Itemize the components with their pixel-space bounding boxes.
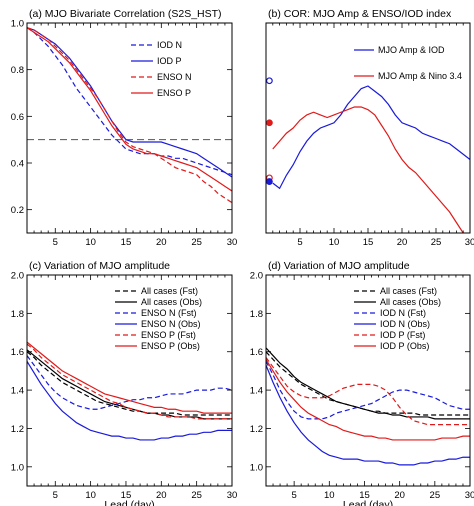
series-line-iod-n-obs [266, 364, 470, 466]
legend-label: ENSO P (Fst) [141, 330, 196, 340]
legend-label: IOD N [157, 40, 182, 50]
y-tick-label: 1.8 [250, 309, 263, 320]
x-tick-label: 30 [227, 490, 238, 501]
legend-label: ENSO N (Obs) [141, 319, 201, 329]
legend-label: All cases (Obs) [141, 297, 202, 307]
marker-point [266, 178, 273, 185]
legend-label: IOD N (Fst) [380, 308, 426, 318]
x-tick-label: 5 [53, 490, 58, 501]
x-tick-label: 5 [291, 490, 296, 501]
x-tick-label: 5 [297, 237, 302, 248]
series-line-enso-p-fst [27, 343, 232, 420]
legend-label: ENSO N [157, 72, 192, 82]
x-tick-label: 30 [227, 237, 238, 248]
marker-point [266, 119, 273, 127]
x-tick-label: 20 [156, 237, 167, 248]
x-tick-label: 10 [324, 490, 335, 501]
y-tick-label: 1.4 [11, 386, 24, 397]
x-tick-label: 15 [121, 490, 132, 501]
legend-label: IOD P (Fst) [380, 330, 425, 340]
series-line-all-cases-fst [27, 351, 232, 416]
legend-label: IOD N (Obs) [380, 319, 430, 329]
x-tick-label: 10 [329, 237, 340, 248]
series-line-iod-n [27, 27, 232, 176]
panel-a: (a) MJO Bivariate Correlation (S2S_HST) 5… [11, 8, 238, 248]
y-tick-label: 1.6 [250, 347, 263, 358]
x-tick-label: 25 [430, 490, 441, 501]
legend-label: All cases (Fst) [141, 286, 198, 296]
x-axis-label: Lead (day) [343, 499, 393, 506]
plot-frame [265, 274, 471, 487]
x-axis-label: Lead (day) [104, 499, 154, 506]
legend: All cases (Fst)All cases (Obs)ENSO N (Fs… [115, 286, 202, 351]
legend-label: IOD P (Obs) [380, 341, 429, 351]
y-tick-label: 1.0 [11, 19, 24, 30]
x-tick-label: 20 [397, 237, 408, 248]
legend: IOD N IOD P ENSO N ENSO P [131, 40, 192, 98]
x-tick-label: 30 [465, 237, 474, 248]
series-line-all-cases-fst [266, 351, 470, 416]
legend-label: ENSO P (Obs) [141, 341, 200, 351]
y-tick-label: 1.6 [11, 347, 24, 358]
plot-frame [26, 22, 233, 234]
legend-label: All cases (Fst) [380, 286, 437, 296]
x-tick-label: 30 [465, 490, 474, 501]
y-tick-label: 1.8 [11, 309, 24, 320]
y-tick-label: 0.2 [11, 205, 24, 216]
x-tick-label: 15 [363, 237, 374, 248]
y-tick-label: 0.6 [11, 112, 24, 123]
x-tick-label: 25 [191, 490, 202, 501]
panel-title: (a) MJO Bivariate Correlation (S2S_HST) [29, 8, 222, 20]
legend-label: ENSO N (Fst) [141, 308, 197, 318]
series-line-iod-p [27, 27, 232, 178]
marker-point [266, 77, 273, 85]
panel-title: (d) Variation of MJO amplitude [268, 260, 410, 272]
series-line-enso-p-obs [27, 341, 232, 414]
y-tick-label: 1.4 [250, 386, 263, 397]
series-line-mjo-amp-nino-3-4 [272, 106, 464, 233]
x-tick-label: 15 [359, 490, 370, 501]
series-line-iod-p-obs [266, 359, 470, 441]
panel-title: (b) COR: MJO Amp & ENSO/IOD index [268, 8, 452, 20]
y-tick-label: 0.8 [11, 65, 24, 76]
series-line-enso-n [27, 27, 232, 204]
legend-label: MJO Amp & Nino 3.4 [378, 71, 462, 81]
y-tick-label: 1.2 [11, 424, 24, 435]
x-tick-label: 25 [431, 237, 442, 248]
panel-c: (c) Variation of MJO amplitude 5 10 15 20 25 3… [11, 260, 238, 506]
legend-label: All cases (Obs) [380, 297, 441, 307]
legend: All cases (Fst)All cases (Obs)IOD N (Fst… [354, 286, 441, 351]
series-line-all-cases-obs [266, 347, 470, 420]
y-tick-label: 2.0 [11, 271, 24, 282]
series-line-iod-n-fst [266, 361, 470, 420]
series-line-enso-n-obs [27, 361, 232, 441]
series-line-enso-n-fst [27, 355, 232, 410]
x-tick-label: 10 [85, 490, 96, 501]
y-tick-label: 1.0 [250, 462, 263, 473]
panel-b: (b) COR: MJO Amp & ENSO/IOD index 5 10 15 20… [265, 8, 474, 248]
plot-frame [26, 274, 233, 487]
y-tick-label: 1.0 [11, 462, 24, 473]
y-tick-label: 1.2 [250, 424, 263, 435]
x-tick-label: 20 [394, 490, 405, 501]
y-tick-label: 2.0 [250, 271, 263, 282]
series-line-enso-p [27, 27, 232, 192]
x-tick-label: 15 [121, 237, 132, 248]
legend-label: IOD P [157, 56, 182, 66]
y-tick-label: 0.4 [11, 159, 24, 170]
x-tick-label: 10 [85, 237, 96, 248]
legend-label: MJO Amp & IOD [378, 45, 445, 55]
panel-title: (c) Variation of MJO amplitude [29, 260, 170, 272]
x-tick-label: 20 [156, 490, 167, 501]
legend-label: ENSO P [157, 88, 191, 98]
x-tick-label: 5 [53, 237, 58, 248]
x-tick-label: 25 [191, 237, 202, 248]
series-line-iod-p-fst [266, 357, 470, 426]
series-line-mjo-amp-iod [272, 85, 470, 190]
legend: MJO Amp & IOD MJO Amp & Nino 3.4 [354, 45, 462, 81]
panel-d: (d) Variation of MJO amplitude 5 10 15 20 25 3… [250, 260, 474, 506]
